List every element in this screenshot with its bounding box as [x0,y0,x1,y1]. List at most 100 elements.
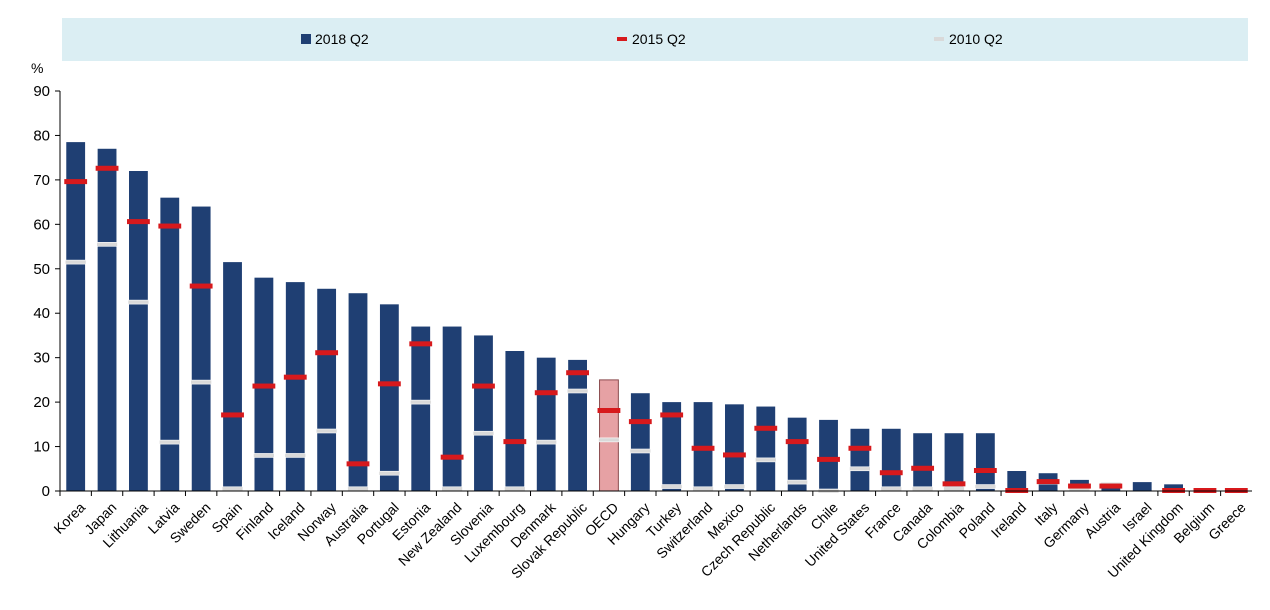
marker-2015-poland [973,468,997,473]
marker-2010-slovak-republic [566,388,589,394]
marker-2010-iceland [284,453,306,458]
marker-2015-estonia [409,341,433,347]
bar-ireland [1007,471,1027,491]
legend: 2018 Q2 2015 Q2 2010 Q2 [62,18,1248,61]
bar-lithuania [129,171,148,491]
marker-2015-hungary [628,419,652,425]
legend-entry-2018: 2018 Q2 [301,31,369,47]
bar-new-zealand [442,326,462,491]
marker-2010-slovenia [472,430,495,436]
marker-2015-turkey [660,412,684,418]
bars [66,142,1246,492]
marker-2015-colombia [942,481,966,487]
y-axis: 0 10 20 30 40 50 60 70 80 90 [33,83,61,500]
bar-hungary [630,393,650,491]
legend-label-2018: 2018 Q2 [315,31,369,47]
legend-label-2015: 2015 Q2 [632,31,686,47]
legend-box [62,18,1248,61]
marker-2015-iceland [283,374,307,380]
markers-2010 [64,242,1248,494]
y-tick-label: 80 [33,127,50,144]
marker-2010-portugal [378,470,401,476]
marker-2015-germany [1068,483,1091,489]
y-tick-label: 20 [33,394,50,411]
marker-2010-switzerland [692,486,714,492]
legend-swatch-2015 [617,37,627,41]
y-tick-label: 90 [33,83,50,100]
bar-latvia [160,197,180,491]
legend-entry-2010: 2010 Q2 [934,31,1003,47]
bar-iceland [285,282,305,491]
marker-2010-denmark [535,439,557,445]
marker-2015-czech-republic [754,425,778,431]
bar-turkey [662,402,682,491]
marker-2010-lithuania [127,299,150,305]
marker-2015-denmark [534,390,558,396]
marker-2015-canada [911,465,935,471]
marker-2010-france [880,486,902,492]
y-tick-label: 50 [33,261,50,278]
x-tick-label: Poland [956,499,998,541]
marker-2015-luxembourg [503,439,527,445]
marker-2015-latvia [158,223,182,229]
marker-2010-oecd [598,437,620,443]
marker-2010-luxembourg [504,486,526,492]
marker-2010-finland [253,453,275,458]
legend-swatch-2018 [301,34,311,44]
marker-2015-portugal [377,381,401,387]
marker-2010-sweden [190,379,212,385]
marker-2010-poland [974,484,997,489]
marker-2015-slovenia [472,383,495,389]
marker-2010-czech-republic [755,457,777,463]
bar-chile [819,419,838,491]
y-tick-label: 70 [33,172,50,189]
x-tick-label: Ireland [988,499,1030,541]
bar-norway [317,288,337,491]
markers-2015 [64,165,1248,493]
bar-slovenia [474,335,493,491]
marker-2010-estonia [410,399,432,405]
marker-2010-new-zealand [441,486,463,492]
marker-2015-new-zealand [440,454,464,460]
marker-2010-australia [347,486,369,492]
bar-poland [975,433,995,491]
marker-2010-turkey [660,484,683,489]
x-tick-label: Austria [1081,499,1123,541]
bar-czech-republic [756,406,776,491]
marker-2015-lithuania [127,219,150,225]
bar-australia [348,293,368,491]
marker-2015-finland [252,383,276,389]
bar-oecd [599,379,619,492]
marker-2010-netherlands [786,479,808,485]
bar-sweden [191,206,211,492]
y-tick-label: 0 [42,483,50,500]
x-tick-label: Korea [50,499,88,537]
bar-korea [66,142,86,491]
marker-2010-mexico [723,484,746,489]
marker-2010-japan [96,242,118,247]
marker-2015-norway [315,350,339,356]
y-tick-label: 10 [33,439,50,456]
y-tick-label: 60 [33,216,50,233]
marker-2015-korea [64,179,88,185]
bar-netherlands [787,417,807,491]
marker-2015-united-states [848,445,872,451]
bar-estonia [411,326,431,491]
bar-canada [913,433,933,491]
legend-entry-2015: 2015 Q2 [617,31,686,47]
marker-2015-australia [346,461,370,467]
marker-2010-norway [315,428,338,434]
bar-united-states [850,428,870,491]
marker-2015-mexico [723,452,746,458]
bar-denmark [536,357,556,491]
legend-label-2010: 2010 Q2 [949,31,1003,47]
marker-2015-italy [1036,479,1060,485]
marker-2010-canada [911,486,934,492]
x-axis: KoreaJapanLithuaniaLatviaSwedenSpainFinl… [50,490,1252,581]
marker-2015-slovak-republic [566,370,589,376]
bar-mexico [725,404,744,491]
marker-2015-netherlands [785,439,809,445]
bar-colombia [944,433,964,491]
y-axis-unit: % [31,60,43,76]
